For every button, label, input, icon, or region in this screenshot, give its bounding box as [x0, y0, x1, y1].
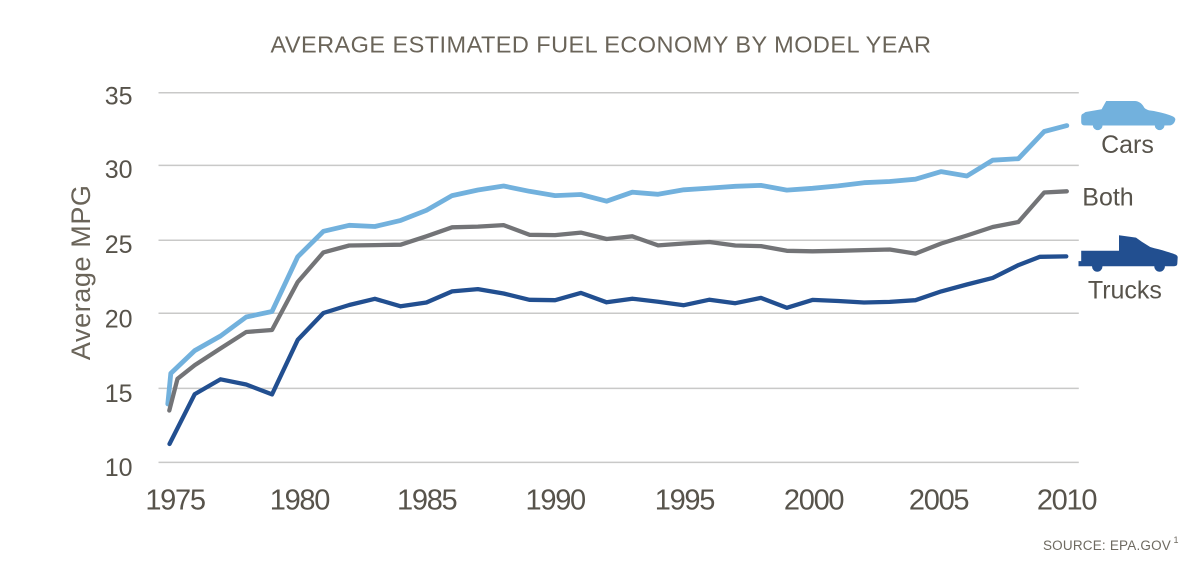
svg-text:1985: 1985	[397, 485, 456, 517]
svg-text:SOURCE: EPA.GOV: SOURCE: EPA.GOV	[1043, 538, 1171, 553]
svg-text:2000: 2000	[784, 485, 843, 517]
svg-text:20: 20	[105, 306, 133, 334]
svg-text:Cars: Cars	[1101, 131, 1154, 159]
svg-text:Trucks: Trucks	[1088, 277, 1162, 305]
svg-text:1: 1	[1174, 535, 1179, 545]
svg-text:2005: 2005	[909, 485, 968, 517]
svg-text:2010: 2010	[1037, 485, 1096, 517]
svg-text:25: 25	[105, 231, 133, 259]
svg-text:35: 35	[105, 82, 133, 110]
svg-text:1990: 1990	[526, 485, 585, 517]
svg-text:1980: 1980	[270, 485, 329, 517]
svg-text:30: 30	[105, 156, 133, 184]
svg-text:10: 10	[105, 454, 133, 482]
svg-text:1995: 1995	[655, 485, 714, 517]
svg-text:15: 15	[105, 380, 133, 408]
svg-text:AVERAGE ESTIMATED FUEL ECONOMY: AVERAGE ESTIMATED FUEL ECONOMY BY MODEL …	[271, 32, 932, 58]
svg-text:Average MPG: Average MPG	[66, 184, 96, 360]
svg-text:Both: Both	[1082, 184, 1133, 212]
svg-text:1975: 1975	[145, 485, 204, 517]
